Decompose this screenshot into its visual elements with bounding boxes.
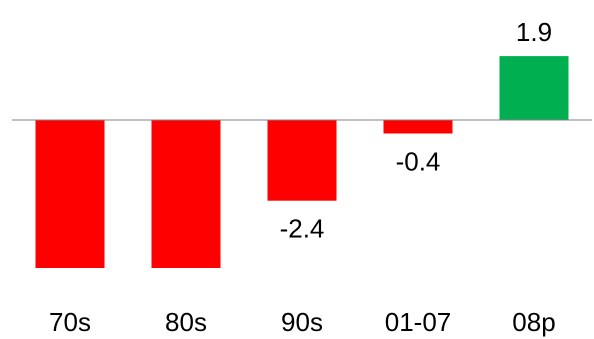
bar-01-07 bbox=[383, 120, 453, 134]
x-tick-label-01-07: 01-07 bbox=[385, 307, 452, 337]
x-tick-label-70s: 70s bbox=[49, 307, 91, 337]
x-tick-label-80s: 80s bbox=[165, 307, 207, 337]
bar-70s bbox=[35, 120, 105, 268]
data-label-90s: -2.4 bbox=[280, 214, 325, 244]
data-label-01-07: -0.4 bbox=[396, 147, 441, 177]
bar-80s bbox=[151, 120, 221, 268]
data-labels-group: -2.4 -0.4 1.9 bbox=[280, 17, 552, 244]
bars-group bbox=[35, 56, 569, 268]
bar-90s bbox=[267, 120, 337, 201]
x-tick-label-08p: 08p bbox=[512, 307, 555, 337]
x-tick-label-90s: 90s bbox=[281, 307, 323, 337]
bar-08p bbox=[499, 56, 569, 120]
data-label-08p: 1.9 bbox=[516, 17, 552, 47]
category-tick-labels-group: 70s 80s 90s 01-07 08p bbox=[49, 307, 556, 337]
